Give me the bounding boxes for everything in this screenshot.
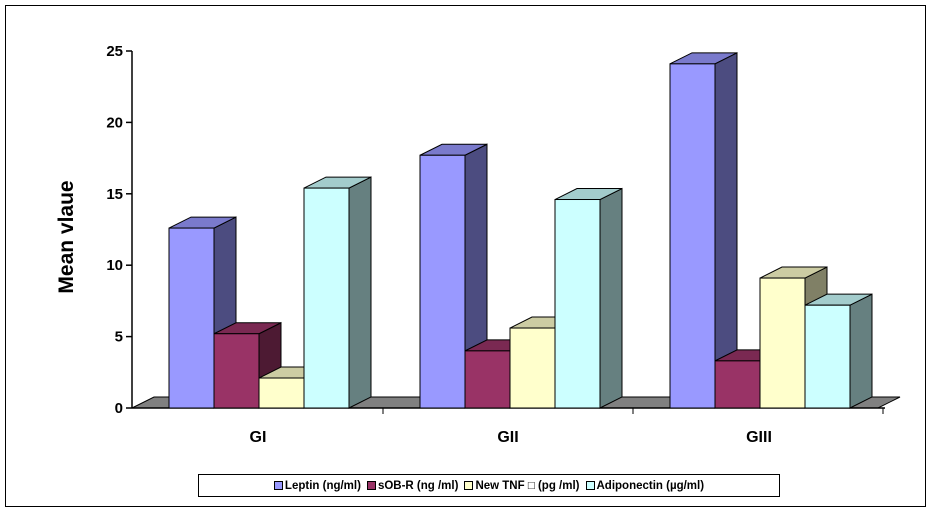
bar-front: [168, 227, 215, 409]
legend-swatch: [273, 481, 283, 490]
y-tick-label: 20: [106, 114, 123, 131]
bar: [419, 143, 488, 409]
bar: [303, 176, 372, 409]
bar-front: [303, 187, 350, 409]
legend-label: Adiponectin (µg/ml): [596, 479, 705, 492]
bar: [804, 293, 873, 409]
y-tick-label: 15: [106, 186, 123, 203]
bar-side: [849, 293, 873, 409]
legend-swatch: [366, 481, 376, 490]
bar-front: [258, 377, 305, 409]
bar-front: [669, 63, 716, 409]
legend-swatch: [464, 481, 474, 490]
legend-label: New TNF □ (pg /ml): [475, 479, 580, 492]
bar-front: [804, 304, 851, 409]
y-tick-label: 5: [115, 329, 123, 346]
category-label: GIII: [746, 429, 772, 446]
y-tick-label: 10: [106, 257, 123, 274]
bar-front: [759, 277, 806, 409]
y-tick-label: 0: [115, 400, 123, 417]
y-tick-labels: 0 5 10 15 20 25: [106, 43, 123, 417]
y-tick-label: 25: [106, 43, 123, 60]
legend-item: New TNF □ (pg /ml): [464, 479, 580, 492]
category-label: GII: [497, 429, 518, 446]
bar: [168, 216, 237, 409]
legend-label: Leptin (ng/ml): [284, 479, 361, 492]
bar-front: [554, 199, 601, 409]
category-labels: GI GII GIII: [250, 429, 772, 446]
legend: Leptin (ng/ml) sOB-R (ng /ml) New TNF □ (p…: [198, 474, 780, 497]
bar-front: [419, 154, 466, 409]
bar-front: [213, 333, 260, 409]
bar-front: [509, 327, 556, 409]
bars: [168, 52, 873, 409]
bar-side: [599, 187, 623, 409]
legend-item: Leptin (ng/ml): [273, 479, 361, 492]
bar-side: [348, 176, 372, 409]
bar: [554, 187, 623, 409]
axes: [126, 50, 133, 409]
legend-label: sOB-R (ng /ml): [377, 479, 459, 492]
bar-front: [464, 350, 511, 409]
y-axis-title: Mean vlaue: [55, 180, 78, 293]
bar-front: [714, 360, 761, 409]
category-label: GI: [250, 429, 267, 446]
legend-item: Adiponectin (µg/ml): [585, 479, 705, 492]
bar: [669, 52, 738, 409]
legend-swatch: [585, 481, 595, 490]
legend-item: sOB-R (ng /ml): [366, 479, 459, 492]
